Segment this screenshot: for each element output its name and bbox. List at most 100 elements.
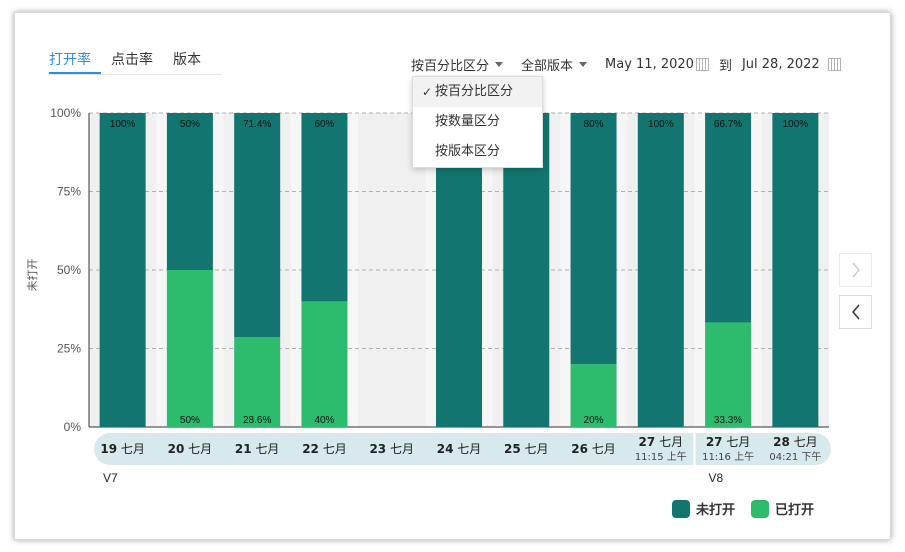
- x-tick-day: 19: [100, 442, 117, 456]
- bar-unopened: [99, 113, 146, 427]
- x-tick-month: 七月: [723, 435, 751, 449]
- x-tick-month: 七月: [588, 442, 616, 456]
- x-tick-day: 25: [504, 442, 521, 456]
- x-tick-day: 27: [706, 435, 723, 449]
- menu-item-count[interactable]: 按数量区分: [413, 107, 542, 137]
- breakdown-dropdown-label: 按百分比区分: [411, 59, 490, 74]
- bar-unopened: [705, 113, 752, 323]
- tab-click-rate[interactable]: 点击率: [111, 52, 153, 68]
- data-label-top: 60%: [314, 119, 334, 130]
- menu-item-percent[interactable]: ✓ 按百分比区分: [413, 77, 542, 107]
- version-dropdown[interactable]: 全部版本: [521, 55, 588, 74]
- next-page-button[interactable]: [839, 253, 872, 287]
- y-axis-label: 未打开: [25, 259, 39, 292]
- x-tick-month: 七月: [117, 442, 145, 456]
- x-tick-day: 23: [369, 442, 386, 456]
- y-tick-label: 0%: [64, 420, 82, 434]
- x-tick-day: 26: [571, 442, 588, 456]
- bar-unopened: [637, 113, 684, 427]
- legend-label: 未打开: [696, 503, 736, 518]
- x-tick-day: 28: [773, 435, 790, 449]
- data-label-bottom: 33.3%: [714, 415, 742, 426]
- data-label-bottom: 50%: [180, 415, 200, 426]
- menu-item-version[interactable]: 按版本区分: [413, 137, 542, 167]
- bar-unopened: [166, 113, 213, 270]
- check-icon: ✓: [422, 85, 433, 99]
- breakdown-menu: ✓ 按百分比区分 按数量区分 按版本区分: [412, 76, 543, 168]
- data-label-top: 80%: [584, 119, 604, 130]
- x-tick-label: 25 七月: [504, 442, 549, 456]
- x-tick-label: 19 七月: [100, 442, 145, 456]
- legend-label: 已打开: [775, 503, 815, 518]
- bar-unopened: [570, 113, 617, 365]
- y-tick-label: 50%: [57, 263, 81, 277]
- date-to-value: Jul 28, 2022: [741, 57, 820, 72]
- x-tick-label: 21 七月: [235, 442, 280, 456]
- bar-unopened: [301, 113, 348, 302]
- prev-page-button[interactable]: [839, 295, 872, 329]
- x-tick-month: 七月: [184, 442, 212, 456]
- tab-version[interactable]: 版本: [173, 52, 201, 68]
- data-label-bottom: 40%: [314, 415, 334, 426]
- calendar-icon[interactable]: [827, 58, 841, 71]
- date-separator: 到: [718, 59, 732, 74]
- x-tick-month: 七月: [521, 442, 549, 456]
- data-label-top: 100%: [648, 119, 674, 130]
- bar-opened: [570, 364, 617, 427]
- calendar-icon[interactable]: [695, 58, 709, 71]
- x-tick-label: 20 七月: [168, 442, 213, 456]
- x-tick-label: 26 七月: [571, 442, 616, 456]
- data-label-top: 100%: [110, 119, 136, 130]
- data-labels: 100% 50% 50% 71.4% 28.6% 60% 40% 80% 20% 100% 66.7…: [110, 119, 808, 426]
- bar-unopened: [772, 113, 819, 427]
- version-label: V8: [708, 471, 723, 485]
- legend-item-opened[interactable]: 已打开: [751, 499, 814, 518]
- bar-opened: [166, 270, 213, 427]
- data-label-bottom: 28.6%: [243, 415, 271, 426]
- version-dropdown-label: 全部版本: [521, 59, 574, 74]
- chevron-right-icon: [851, 262, 860, 278]
- x-tick-day: 20: [168, 442, 185, 456]
- x-tick-label: 22 七月: [302, 442, 347, 456]
- y-tick-label: 25%: [57, 342, 81, 356]
- x-tick-month: 七月: [655, 435, 683, 449]
- metric-tabs: 打开率 点击率 版本: [49, 49, 221, 75]
- bar-opened: [234, 337, 281, 427]
- x-tick-day: 27: [639, 435, 656, 449]
- menu-item-label: 按版本区分: [435, 144, 501, 159]
- y-tick-label: 75%: [57, 185, 81, 199]
- x-tick-month: 七月: [386, 442, 414, 456]
- tab-open-rate[interactable]: 打开率: [49, 49, 101, 74]
- x-tick-day: 21: [235, 442, 252, 456]
- menu-item-label: 按数量区分: [435, 114, 501, 129]
- x-tick-month: 七月: [319, 442, 347, 456]
- x-tick-label: 28 七月: [773, 435, 818, 449]
- x-tick-day: 22: [302, 442, 319, 456]
- x-tick-label: 27 七月: [706, 435, 751, 449]
- x-tick-time: 11:15 上午: [635, 450, 687, 463]
- chevron-left-icon: [851, 304, 860, 320]
- data-label-top: 71.4%: [243, 119, 271, 130]
- data-label-bottom: 20%: [584, 415, 604, 426]
- y-tick-label: 100%: [50, 106, 81, 120]
- chevron-down-icon: [579, 62, 588, 67]
- data-label-top: 50%: [180, 119, 200, 130]
- legend-item-unopened[interactable]: 未打开: [672, 499, 735, 518]
- x-tick-month: 七月: [252, 442, 280, 456]
- x-tick-day: 24: [437, 442, 454, 456]
- x-axis: 19 七月 20 七月 21 七月 22 七月 23 七月 24 七月 25 七月 26 七月…: [94, 433, 831, 485]
- data-label-top: 100%: [783, 119, 809, 130]
- version-label: V7: [103, 471, 118, 485]
- date-to-field[interactable]: Jul 28, 2022: [742, 57, 841, 72]
- breakdown-dropdown[interactable]: 按百分比区分: [411, 55, 504, 74]
- x-tick-time: 11:16 上午: [702, 450, 754, 463]
- date-from-field[interactable]: May 11, 2020: [605, 57, 709, 72]
- chart-legend: 未打开 已打开: [672, 499, 830, 518]
- legend-swatch: [672, 499, 690, 518]
- chart-panel: 打开率 点击率 版本 按百分比区分 全部版本 May 11, 2020 到 Ju…: [14, 12, 891, 540]
- chevron-down-icon: [495, 62, 504, 67]
- x-tick-label: 24 七月: [437, 442, 482, 456]
- x-tick-label: 27 七月: [639, 435, 684, 449]
- bar-opened: [301, 301, 348, 427]
- legend-swatch: [751, 499, 770, 518]
